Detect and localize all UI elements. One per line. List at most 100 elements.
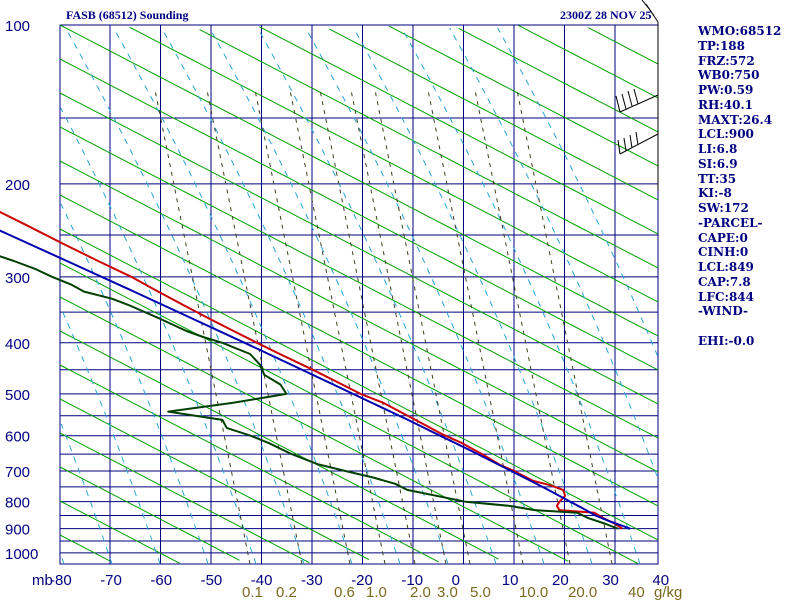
station-info-item: LFC:844 — [698, 289, 754, 304]
moist-adiabat-line — [257, 27, 497, 565]
temperature-tick-label: 0 — [452, 572, 460, 589]
temperature-tick-label: 20 — [552, 572, 569, 589]
pressure-tick-label: 300 — [5, 270, 30, 287]
moist-adiabat-line — [497, 27, 659, 357]
dry-adiabat-line — [199, 29, 659, 269]
dry-adiabat-line — [59, 24, 659, 337]
dry-adiabat-line — [259, 26, 659, 235]
moist-adiabat-line — [209, 27, 449, 565]
moist-adiabat-line — [353, 27, 593, 565]
moist-adiabat-line — [60, 423, 113, 565]
station-info-item: KI:-8 — [698, 186, 732, 201]
temperature-tick-label: 30 — [602, 572, 619, 589]
moist-adiabat-line — [305, 27, 545, 565]
moist-adiabat-line — [60, 307, 161, 565]
dry-adiabat-line — [59, 466, 240, 561]
moist-adiabat-line — [449, 27, 658, 477]
mixing-ratio-line — [154, 89, 251, 565]
station-info-item: CAPE:0 — [698, 230, 748, 245]
station-info-item: PW:0.59 — [698, 83, 754, 97]
mixing-ratio-label: 20.0 — [568, 584, 597, 600]
dry-adiabat-line — [59, 534, 111, 562]
station-info-item: FRZ:572 — [698, 53, 755, 68]
pressure-tick-label: 600 — [5, 429, 30, 446]
moist-adiabat-line — [161, 27, 401, 565]
station-info-item: LI:6.8 — [698, 142, 738, 156]
temperature-profile-line — [0, 210, 623, 530]
temperature-tick-label: -60 — [150, 572, 172, 589]
station-info-item: CINH:0 — [698, 245, 749, 260]
temperature-tick-label: -40 — [251, 572, 273, 589]
temperature-tick-label: 10 — [502, 572, 519, 589]
moist-adiabat-line — [60, 203, 209, 565]
wind-barb — [615, 88, 659, 113]
parcel-profile-line — [0, 229, 631, 530]
pressure-tick-label: 900 — [5, 522, 30, 539]
station-info-item: SW:172 — [698, 201, 749, 215]
moist-adiabat-line — [113, 27, 353, 565]
mixing-ratio-label: 0.6 — [334, 584, 355, 600]
temperature-tick-label: -30 — [301, 572, 323, 589]
dry-adiabat-line — [59, 364, 439, 563]
pressure-tick-label: 200 — [5, 177, 30, 194]
mixing-ratio-line — [289, 89, 386, 565]
temperature-tick-label: -10 — [401, 572, 423, 589]
mixing-ratio-line — [350, 89, 447, 565]
dry-adiabat-line — [59, 500, 180, 564]
moist-adiabat-line — [60, 555, 65, 565]
mixing-ratio-label: g/kg — [654, 584, 682, 600]
sounding-time: 2300Z 28 NOV 25 — [560, 8, 651, 22]
dry-adiabat-line — [59, 194, 659, 507]
temperature-tick-label: -70 — [100, 572, 122, 589]
temperature-tick-label: -80 — [50, 572, 72, 589]
mixing-ratio-label: 40 — [628, 584, 645, 600]
pressure-tick-label: 1000 — [5, 546, 38, 563]
wind-barb — [641, 0, 659, 23]
dry-adiabat-line — [59, 296, 569, 562]
mixing-ratio-line — [427, 89, 524, 565]
mixing-ratio-line — [254, 89, 351, 565]
dry-adiabat-line — [59, 58, 659, 371]
wind-barb — [617, 131, 659, 155]
pressure-unit-label: mb — [32, 572, 53, 589]
moist-adiabat-line — [60, 107, 257, 565]
station-info-item: RH:40.1 — [698, 97, 753, 112]
dry-adiabat-line — [59, 262, 639, 565]
dry-adiabat-line — [59, 92, 659, 405]
chart-title: FASB (68512) Sounding — [66, 8, 188, 22]
station-info-item: WMO:68512 — [698, 24, 782, 38]
station-info-item: LCL:849 — [698, 260, 754, 274]
mixing-ratio-label: 5.0 — [470, 584, 491, 600]
station-info-item: EHI:-0.0 — [698, 333, 755, 348]
pressure-tick-label: 800 — [5, 495, 30, 512]
dry-adiabat-line — [59, 228, 659, 541]
dry-adiabat-line — [59, 126, 659, 439]
wind-barbs — [615, 0, 659, 190]
dry-adiabat-line — [518, 24, 659, 99]
dry-adiabat-line — [458, 27, 659, 133]
temperature-tick-label: -50 — [201, 572, 223, 589]
dry-adiabat-line — [59, 432, 310, 564]
pressure-tick-label: 100 — [5, 18, 30, 35]
mixing-ratio-label: 10.0 — [519, 584, 548, 600]
station-info-item: SI:6.9 — [698, 156, 738, 171]
dry-adiabat-line — [129, 26, 659, 303]
pressure-tick-label: 400 — [5, 336, 30, 353]
mixing-ratio-label: 1.0 — [366, 584, 387, 600]
station-info-item: WB0:750 — [698, 68, 760, 83]
dry-adiabat-line — [588, 27, 659, 65]
station-info-item: CAP:7.8 — [698, 274, 751, 289]
station-info-panel: WMO:68512 TP:188 FRZ:572 WB0:750 PW:0.59 RH:4… — [698, 24, 798, 349]
station-info-item: TT:35 — [698, 171, 737, 186]
temperature-tick-label: 40 — [652, 572, 669, 589]
dry-adiabat-line — [59, 330, 499, 560]
mixing-ratio-line — [319, 89, 416, 565]
pressure-tick-label: 700 — [5, 464, 30, 481]
temperature-tick-label: -20 — [351, 572, 373, 589]
mixing-ratio-label: 0.2 — [276, 584, 297, 600]
mixing-ratio-label: 3.0 — [437, 584, 458, 600]
station-info-item: LCL:900 — [698, 127, 754, 142]
station-info-item: TP:188 — [698, 38, 746, 53]
mixing-ratio-label: 2.0 — [410, 584, 431, 600]
